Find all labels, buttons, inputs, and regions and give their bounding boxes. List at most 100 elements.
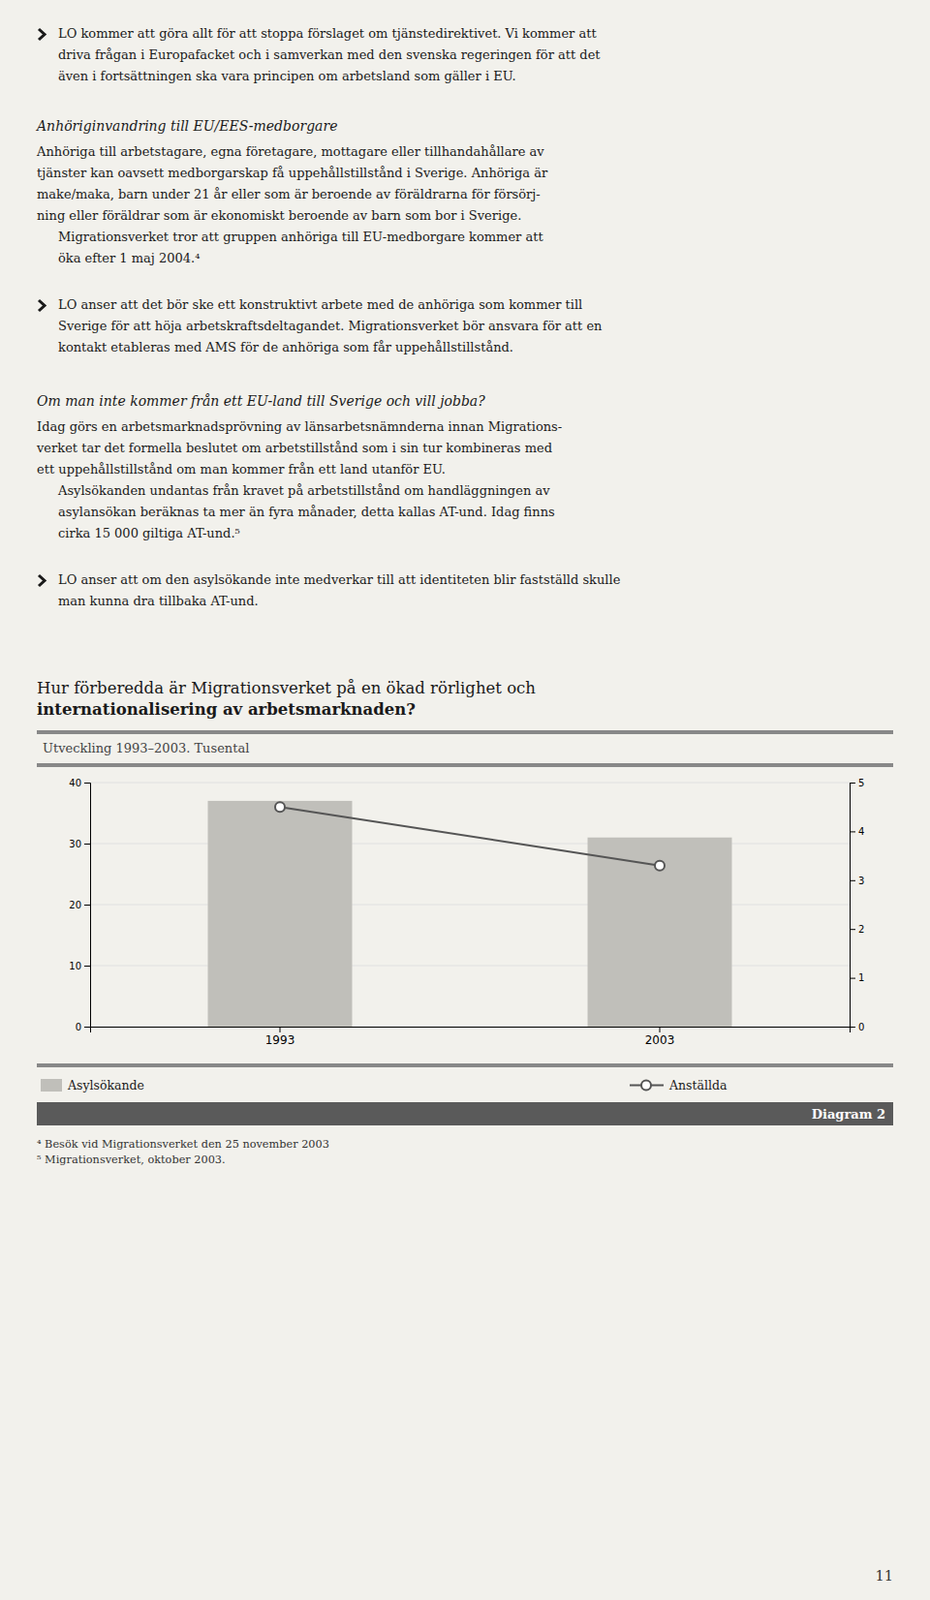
- tick: 0: [849, 1022, 865, 1033]
- axis-line: [850, 783, 857, 1028]
- bullet-marker: [38, 29, 45, 40]
- body-text: ning eller föräldrar som är ekonomiskt b…: [36, 208, 522, 223]
- chart-subtitle: Utveckling 1993–2003. Tusental: [42, 741, 249, 756]
- tick-mark: [279, 1026, 281, 1033]
- bullet-marker: [38, 575, 45, 587]
- tick-label: 4: [858, 826, 865, 837]
- body-text: tjänster kan oavsett medborgarskap få up…: [36, 165, 549, 181]
- body-text: Migrationsverket tror att gruppen anhöri…: [58, 229, 544, 245]
- tick-label: 40: [68, 777, 82, 789]
- bullet-text: kontakt etableras med AMS för de anhörig…: [58, 340, 514, 355]
- tick-mark: [84, 965, 91, 967]
- tick: 3: [849, 875, 865, 887]
- bullet-text: LO anser att det bör ske ett konstruktiv…: [58, 297, 583, 312]
- marks: [208, 801, 733, 1027]
- line: [279, 806, 660, 866]
- tick-mark: [849, 782, 856, 784]
- body-text: cirka 15 000 giltiga AT-und.⁵: [58, 526, 241, 541]
- tick: 4: [849, 826, 865, 837]
- tick-label: 3: [858, 875, 865, 887]
- tick-mark: [849, 929, 856, 930]
- legend-swatch: [641, 1081, 651, 1091]
- heading: Anhöriginvandring till EU/EES-medborgare: [34, 118, 338, 134]
- tick-label: 2: [858, 924, 865, 935]
- axis-yticks: 0 10 20 30 40: [68, 777, 91, 1033]
- tick: 5: [849, 777, 865, 789]
- tick: 20: [68, 899, 91, 911]
- tick-label: 20: [68, 899, 82, 911]
- grid-line: [90, 965, 850, 967]
- title-bar: [36, 1102, 894, 1126]
- grid: [90, 782, 850, 1027]
- tick-label: 1993: [265, 1033, 296, 1048]
- body-text: verket tar det formella beslutet om arbe…: [35, 440, 553, 456]
- legend-label: Asylsökande: [66, 1078, 145, 1093]
- separator: [36, 730, 894, 735]
- line-marker: [275, 802, 285, 812]
- tick: 30: [68, 838, 91, 850]
- tick-mark: [849, 831, 856, 833]
- chart: 0 10 20 30 40 0 1 2 3 4 5 1993 2003: [68, 777, 865, 1048]
- bullet-text: även i fortsättningen ska vara principen…: [58, 68, 517, 84]
- tick-label: 10: [68, 961, 82, 972]
- bullet-text: Sverige för att höja arbetskraftsdeltaga…: [58, 318, 603, 334]
- tick-label: 1: [858, 972, 865, 984]
- axis-y2ticks: 0 1 2 3 4 5: [849, 777, 865, 1033]
- axis-line: [91, 1027, 851, 1034]
- footnote: ⁴ Besök vid Migrationsverket den 25 nove…: [36, 1138, 330, 1151]
- grid-line: [90, 782, 850, 784]
- body-text: asylansökan beräknas ta mer än fyra måna…: [58, 504, 556, 520]
- legend: Asylsökande Anställda: [40, 1078, 728, 1093]
- tick-label: 30: [68, 838, 82, 850]
- body-text: Asylsökanden undantas från kravet på arb…: [57, 483, 551, 498]
- chart-title: Diagram 2: [811, 1107, 886, 1122]
- bar: [208, 801, 353, 1027]
- body-text: Anhöriga till arbetstagare, egna företag…: [35, 144, 545, 159]
- tick: 2: [849, 924, 865, 935]
- bullet-text: LO anser att om den asylsökande inte med…: [58, 572, 621, 588]
- prose: LO kommer att göra allt för att stoppa f…: [34, 26, 621, 719]
- tick: 1993: [265, 1026, 296, 1048]
- heading: Om man inte kommer från ett EU-land till…: [36, 393, 486, 409]
- body-text: make/maka, barn under 21 år eller som är…: [36, 186, 541, 202]
- bullet-text: driva frågan i Europafacket och i samver…: [58, 47, 601, 62]
- section-heading: Hur förberedda är Migrationsverket på en…: [36, 679, 536, 698]
- bullet-text: LO kommer att göra allt för att stoppa f…: [58, 26, 597, 41]
- page-number: 11: [875, 1568, 894, 1584]
- legend-swatch: [40, 1079, 62, 1092]
- body-text: öka efter 1 maj 2004.⁴: [58, 250, 200, 266]
- tick-label: 0: [858, 1022, 865, 1033]
- tick: 2003: [645, 1026, 676, 1048]
- tick: 0: [75, 1022, 91, 1033]
- tick-label: 0: [75, 1022, 82, 1033]
- tick-mark: [84, 904, 91, 906]
- axis-line: [84, 783, 92, 1028]
- tick: 10: [68, 961, 91, 972]
- body-text: Idag görs en arbetsmarknadsprövning av l…: [36, 419, 562, 434]
- page: LO kommer att göra allt för att stoppa f…: [0, 0, 930, 1600]
- tick-mark: [849, 880, 856, 882]
- body-text: ett uppehållstillstånd om man kommer frå…: [36, 462, 446, 477]
- tick-label: 5: [858, 777, 865, 789]
- tick: 1: [849, 972, 865, 984]
- bar: [588, 837, 733, 1027]
- tick-label: 2003: [645, 1033, 676, 1048]
- grid-line: [90, 904, 850, 906]
- tick-mark: [659, 1026, 661, 1033]
- separator: [36, 1063, 894, 1068]
- section-heading: internationalisering av arbetsmarknaden?: [36, 700, 416, 719]
- axis-categories: 1993 2003: [91, 1026, 851, 1048]
- bullet-text: man kunna dra tillbaka AT-und.: [58, 593, 259, 609]
- tick-mark: [849, 978, 856, 980]
- footnote: ⁵ Migrationsverket, oktober 2003.: [36, 1153, 226, 1167]
- tick-mark: [84, 843, 91, 845]
- tick-mark: [84, 1026, 91, 1028]
- line-marker: [654, 861, 665, 871]
- bullet-marker: [38, 300, 45, 311]
- legend-label: Anställda: [668, 1078, 728, 1093]
- grid-line: [90, 843, 850, 845]
- page-background: [0, 0, 930, 1600]
- tick: 40: [68, 777, 91, 789]
- separator: [36, 763, 894, 768]
- tick-mark: [84, 782, 91, 784]
